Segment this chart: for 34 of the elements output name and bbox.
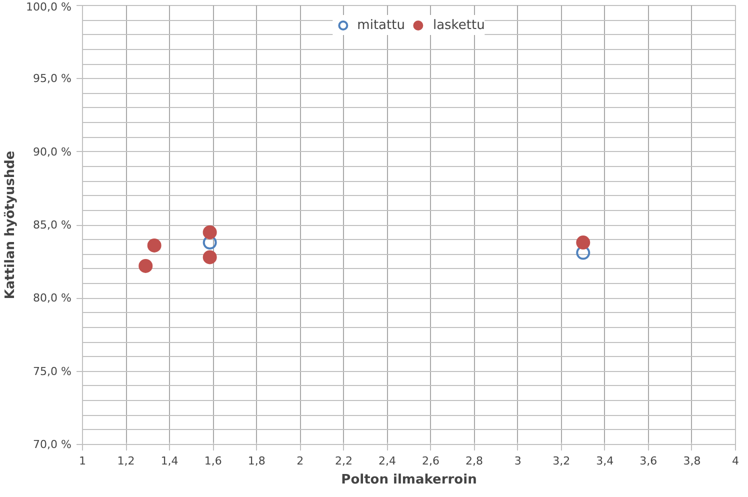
y-tick-label: 100,0 % [26, 0, 72, 14]
point [576, 246, 590, 260]
x-tick-label: 2,2 [334, 454, 352, 468]
x-tick-label: 4 [732, 454, 739, 468]
x-tick-label: 2,6 [422, 454, 440, 468]
x-tick-label: 1 [79, 454, 86, 468]
y-tick-label: 75,0 % [33, 364, 72, 378]
point [202, 250, 217, 264]
legend-label: mitattu [357, 18, 405, 32]
x-tick-label: 3,2 [552, 454, 570, 468]
point [147, 238, 162, 252]
y-tick-label: 90,0 % [33, 145, 72, 158]
x-tick-label: 3 [514, 454, 522, 468]
point [202, 236, 217, 250]
legend-label: laskettu [432, 18, 485, 32]
x-tick-label: 2,4 [378, 454, 396, 468]
y-tick-label: 80,0 % [33, 292, 72, 305]
x-tick-label: 1,4 [160, 454, 178, 468]
x-tick-label: 3,8 [683, 454, 701, 468]
x-tick-label: 1,6 [204, 454, 222, 468]
x-tick-label: 2,8 [466, 454, 484, 468]
x-axis-title: Polton ilmakerroin [341, 472, 477, 488]
x-tick-label: 1,2 [117, 454, 135, 468]
y-tick-label: 95,0 % [33, 72, 72, 86]
x-tick-label: 3,6 [640, 454, 658, 468]
point [138, 258, 153, 273]
x-tick-label: 2 [296, 454, 304, 468]
y-axis-title: Kattilan hyötyushde [3, 150, 18, 300]
x-tick-label: 3,4 [596, 454, 614, 468]
point [202, 225, 217, 240]
y-tick-label: 70,0 % [33, 438, 72, 451]
x-tick-label: 1,8 [248, 454, 266, 468]
point [576, 236, 590, 250]
y-tick-label: 85,0 % [33, 218, 72, 232]
